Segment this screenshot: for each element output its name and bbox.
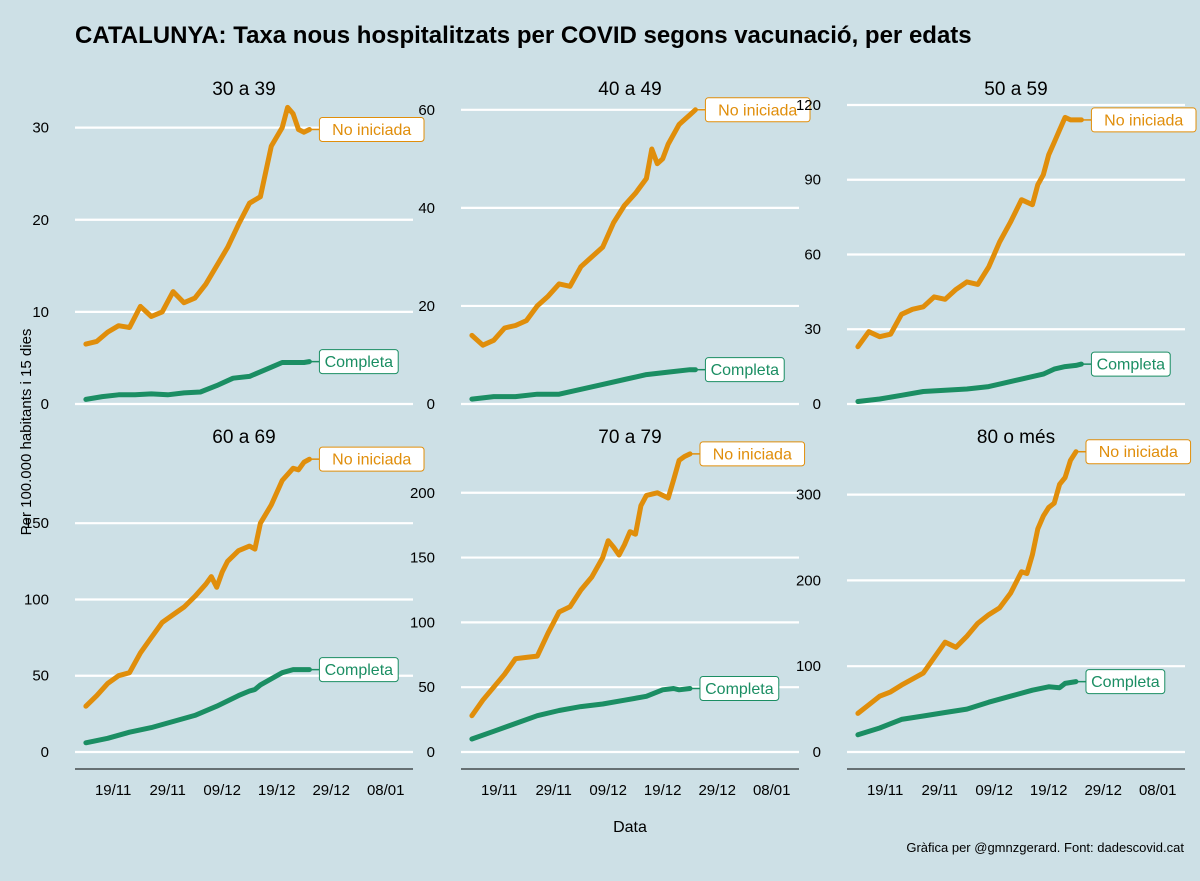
- end-label-no-iniciada: No iniciada: [1104, 112, 1183, 129]
- end-label-completa: Completa: [325, 662, 394, 679]
- x-tick-label: 08/01: [367, 782, 405, 799]
- end-label-box: [1085, 669, 1166, 695]
- y-tick-label: 60: [804, 246, 821, 263]
- y-tick-label: 300: [796, 487, 821, 504]
- panel-title: 30 a 39: [212, 79, 275, 100]
- end-label-completa: Completa: [711, 362, 780, 379]
- y-tick-label: 100: [410, 614, 435, 631]
- end-label-box: [318, 116, 425, 142]
- series-line-no-iniciada: [469, 451, 693, 719]
- end-label-box: [1090, 351, 1171, 377]
- x-tick-label: 19/11: [867, 782, 903, 799]
- end-label-box: [704, 97, 811, 123]
- y-tick-label: 150: [24, 515, 49, 532]
- x-tick-label: 29/11: [921, 782, 957, 799]
- y-tick-label: 10: [32, 304, 49, 321]
- series-line-no-iniciada: [855, 114, 1084, 350]
- x-tick-label: 19/12: [1030, 782, 1068, 799]
- series-line-completa: [83, 667, 312, 746]
- y-tick-label: 0: [813, 744, 821, 761]
- series-line-completa: [469, 686, 693, 742]
- end-label-box: [1090, 107, 1197, 133]
- end-label-no-iniciada: No iniciada: [332, 452, 411, 469]
- y-tick-label: 100: [24, 591, 49, 608]
- y-tick-label: 150: [410, 550, 435, 567]
- y-tick-label: 200: [796, 572, 821, 589]
- x-tick-label: 19/12: [644, 782, 682, 799]
- end-label-no-iniciada: No iniciada: [713, 446, 792, 463]
- series-line-no-iniciada: [83, 104, 312, 347]
- y-tick-label: 100: [796, 658, 821, 675]
- chart-caption: Gràfica per @gmnzgerard. Font: dadescovi…: [906, 840, 1184, 855]
- series-line-no-iniciada: [469, 107, 698, 348]
- end-label-box: [318, 349, 399, 375]
- end-label-no-iniciada: No iniciada: [1099, 444, 1178, 461]
- end-label-box: [704, 357, 785, 383]
- y-tick-label: 120: [796, 97, 821, 114]
- x-tick-label: 19/11: [95, 782, 131, 799]
- end-label-box: [699, 675, 780, 701]
- series-line-completa: [83, 359, 312, 402]
- x-tick-label: 09/12: [203, 782, 241, 799]
- x-tick-label: 29/12: [312, 782, 350, 799]
- end-label-completa: Completa: [325, 354, 394, 371]
- end-label-completa: Completa: [1097, 357, 1166, 374]
- end-label-box: [318, 446, 425, 472]
- chart-title: CATALUNYA: Taxa nous hospitalitzats per …: [75, 22, 972, 49]
- panel-80-o-m-s: 80 o més 0 100 200 300 19/11 29/11 09/12 19/12 29…: [796, 427, 1192, 799]
- y-tick-label: 30: [804, 321, 821, 338]
- y-tick-label: 50: [418, 679, 435, 696]
- y-tick-label: 90: [804, 172, 821, 189]
- y-tick-label: 20: [32, 212, 49, 229]
- y-tick-label: 20: [418, 298, 435, 315]
- panel-title: 50 a 59: [984, 79, 1047, 100]
- y-axis-label: Per 100.000 habitants i 15 dies: [18, 329, 35, 536]
- end-label-box: [318, 657, 399, 683]
- x-tick-label: 09/12: [589, 782, 627, 799]
- x-tick-label: 09/12: [975, 782, 1013, 799]
- y-tick-label: 0: [427, 744, 435, 761]
- panel-30-a-39: 30 a 39 0 10 20 30 No iniciada Completa: [32, 79, 425, 413]
- y-tick-label: 40: [418, 200, 435, 217]
- series-line-completa: [469, 367, 698, 402]
- end-label-box: [1085, 439, 1192, 465]
- x-tick-label: 29/11: [149, 782, 185, 799]
- end-label-box: [699, 441, 806, 467]
- x-tick-label: 19/12: [258, 782, 296, 799]
- end-label-completa: Completa: [705, 681, 774, 698]
- x-tick-label: 29/12: [698, 782, 736, 799]
- x-tick-label: 08/01: [753, 782, 791, 799]
- x-tick-label: 29/12: [1084, 782, 1122, 799]
- series-line-no-iniciada: [855, 449, 1079, 716]
- y-tick-label: 0: [41, 744, 49, 761]
- end-label-no-iniciada: No iniciada: [718, 102, 797, 119]
- panel-title: 70 a 79: [598, 427, 661, 448]
- panel-title: 60 a 69: [212, 427, 275, 448]
- end-label-completa: Completa: [1091, 674, 1160, 691]
- y-tick-label: 0: [813, 396, 821, 413]
- series-line-no-iniciada: [83, 456, 312, 709]
- x-tick-label: 19/11: [481, 782, 517, 799]
- x-axis-label: Data: [613, 819, 647, 836]
- y-tick-label: 200: [410, 485, 435, 502]
- series-line-completa: [855, 361, 1084, 404]
- series-line-completa: [855, 679, 1079, 738]
- panel-70-a-79: 70 a 79 0 50 100 150 200 19/11 29/11 09/12 19/12 2…: [410, 427, 806, 799]
- y-tick-label: 0: [41, 396, 49, 413]
- panel-title: 40 a 49: [598, 79, 661, 100]
- panel-50-a-59: 50 a 59 0 30 60 90 120 No iniciada Completa: [796, 79, 1197, 413]
- y-tick-label: 30: [32, 120, 49, 137]
- panel-title: 80 o més: [977, 427, 1055, 448]
- panel-40-a-49: 40 a 49 0 20 40 60 No iniciada Completa: [418, 79, 811, 413]
- y-tick-label: 0: [427, 396, 435, 413]
- y-tick-label: 50: [32, 668, 49, 685]
- x-tick-label: 08/01: [1139, 782, 1177, 799]
- panel-60-a-69: 60 a 69 0 50 100 150 19/11 29/11 09/12 19/12 29/1…: [24, 427, 425, 799]
- x-tick-label: 29/11: [535, 782, 571, 799]
- end-label-no-iniciada: No iniciada: [332, 122, 411, 139]
- y-tick-label: 60: [418, 102, 435, 119]
